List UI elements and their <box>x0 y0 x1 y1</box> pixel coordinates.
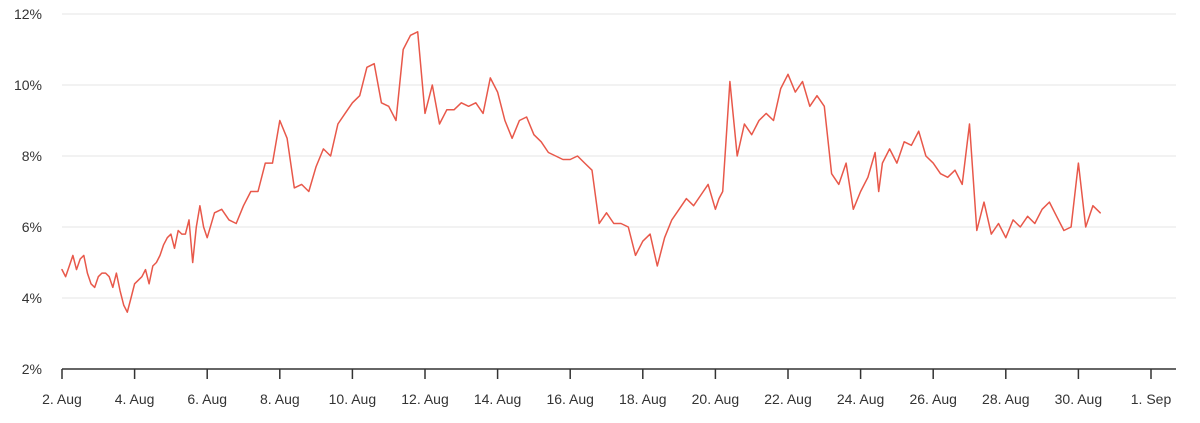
y-axis-labels: 2% 4% 6% 8% 10% 12% <box>14 6 42 377</box>
x-tick-label: 20. Aug <box>692 391 740 407</box>
x-tick-label: 14. Aug <box>474 391 522 407</box>
x-tick-label: 22. Aug <box>764 391 812 407</box>
x-tick-label: 4. Aug <box>115 391 155 407</box>
x-tick-label: 12. Aug <box>401 391 449 407</box>
x-tick-label: 10. Aug <box>329 391 377 407</box>
y-tick-label: 4% <box>22 290 42 306</box>
x-tick-label: 8. Aug <box>260 391 300 407</box>
y-tick-label: 10% <box>14 77 42 93</box>
x-axis-ticks <box>61 369 1152 379</box>
x-tick-label: 18. Aug <box>619 391 667 407</box>
x-tick-label: 16. Aug <box>546 391 594 407</box>
y-tick-label: 2% <box>22 361 42 377</box>
x-tick-label: 24. Aug <box>837 391 885 407</box>
x-tick-label: 2. Aug <box>42 391 82 407</box>
x-axis-labels: 2. Aug 4. Aug 6. Aug 8. Aug 10. Aug 12. Aug 14… <box>42 391 1171 407</box>
series-line-rate <box>61 31 1101 313</box>
x-tick-label: 1. Sep <box>1131 391 1172 407</box>
y-tick-label: 8% <box>22 148 42 164</box>
grid-lines <box>62 13 1176 299</box>
x-tick-label: 30. Aug <box>1055 391 1103 407</box>
x-tick-label: 26. Aug <box>909 391 957 407</box>
x-tick-label: 6. Aug <box>187 391 227 407</box>
y-tick-label: 12% <box>14 6 42 22</box>
x-tick-label: 28. Aug <box>982 391 1030 407</box>
y-tick-label: 6% <box>22 219 42 235</box>
